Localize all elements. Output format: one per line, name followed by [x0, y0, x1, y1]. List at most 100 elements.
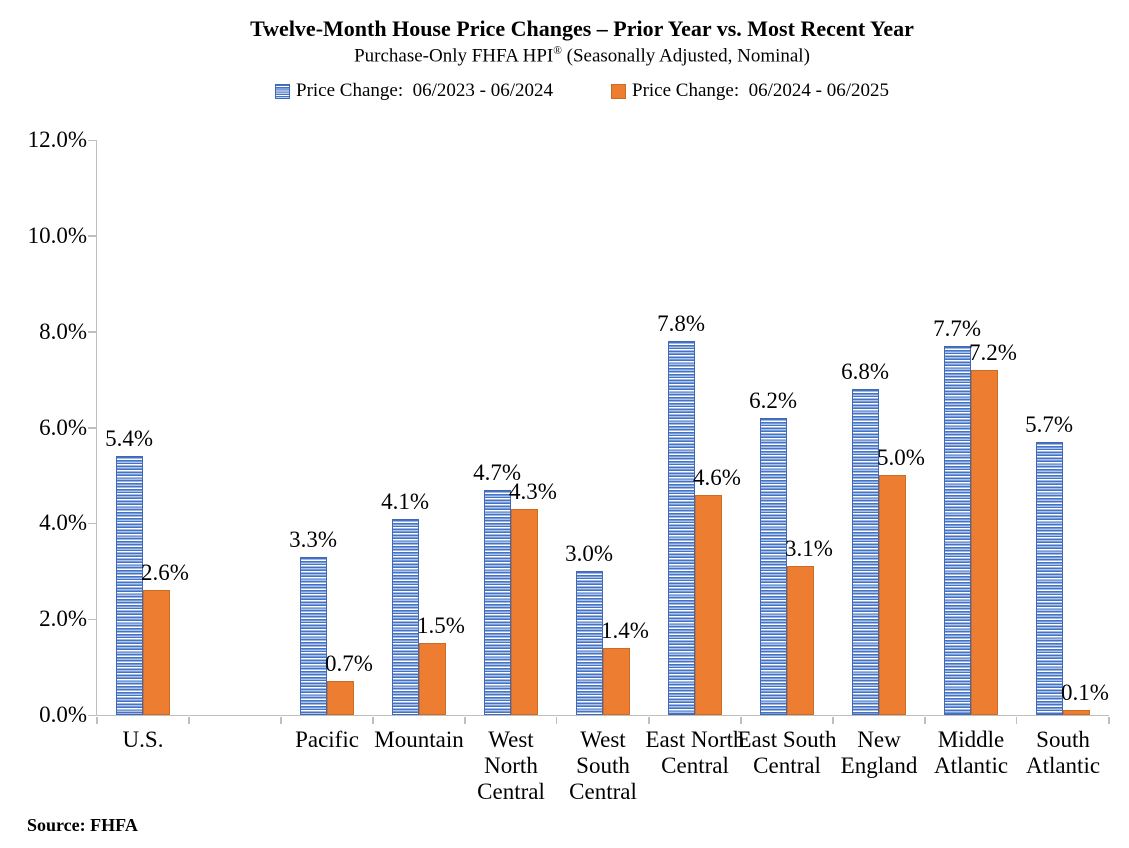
category-cell: 5.7% 0.1% South Atlantic	[1017, 140, 1109, 778]
x-axis-tick	[924, 716, 926, 724]
bar-prior	[1036, 441, 1063, 715]
category-cell: 4.1% 1.5% Mountain	[373, 140, 465, 752]
y-axis-tick	[88, 618, 97, 621]
bar-prior	[668, 341, 695, 715]
x-category-label: East South Central	[737, 727, 837, 778]
category-cell: 3.0% 1.4% West South Central	[557, 140, 649, 804]
bar-prior	[484, 489, 511, 715]
category-cell: 7.7% 7.2% Middle Atlantic	[925, 140, 1017, 778]
x-axis-tick	[1015, 716, 1018, 724]
y-axis-tick	[88, 331, 97, 333]
y-axis-tick	[88, 522, 97, 525]
bar-prior	[116, 456, 143, 715]
category-cell: 6.8% 5.0% New England	[833, 140, 925, 778]
y-axis-tick-label: 2.0%	[39, 606, 87, 632]
bar-label-recent: 5.0%	[877, 445, 925, 471]
category-cell: 6.2% 3.1% East South Central	[737, 140, 836, 778]
x-category-label: Mountain	[374, 727, 464, 752]
bar-label-prior: 4.7%	[473, 459, 522, 485]
bar-label-prior: 6.8%	[841, 359, 890, 385]
bar-prior	[944, 346, 971, 715]
x-category-label: West North Central	[477, 727, 545, 804]
bar-label-recent: 1.5%	[417, 613, 465, 639]
x-axis-tick	[740, 716, 742, 724]
x-axis-tick	[372, 716, 374, 724]
bar-label-prior: 5.4%	[105, 426, 154, 452]
y-axis-tick-label: 0.0%	[39, 702, 87, 727]
bar-recent	[879, 475, 906, 715]
bar-recent	[1063, 710, 1090, 715]
x-category-label: East North Central	[645, 727, 745, 778]
bar-recent	[419, 643, 446, 715]
x-axis-tick	[280, 716, 282, 724]
chart-header: Twelve-Month House Price Changes – Prior…	[76, 16, 1088, 69]
bar-recent	[787, 566, 814, 715]
chart-legend: Price Change: 06/2023 - 06/2024 Price Ch…	[76, 80, 1088, 102]
x-category-label: South Atlantic	[1025, 727, 1101, 778]
category-cell	[189, 140, 281, 715]
y-axis-tick-label: 12.0%	[27, 127, 87, 152]
bar-recent	[143, 590, 170, 715]
bar-label-recent: 7.2%	[969, 340, 1017, 365]
bar-recent	[695, 494, 722, 715]
y-axis-tick-label: 10.0%	[27, 222, 87, 248]
bar-label-recent: 3.1%	[785, 536, 833, 562]
bar-prior	[392, 518, 419, 715]
x-axis-tick	[464, 716, 466, 724]
bar-label-recent: 4.3%	[509, 478, 557, 504]
bar-label-prior: 7.7%	[933, 316, 982, 342]
bar-label-recent: 4.6%	[693, 464, 741, 490]
legend-label-recent: Price Change: 06/2024 - 06/2025	[632, 80, 889, 101]
y-axis-tick	[88, 427, 97, 429]
y-axis-tick-label: 6.0%	[39, 414, 87, 440]
y-axis-tick-label: 8.0%	[39, 318, 87, 344]
category-cell: 7.8% 4.6% East North Central	[645, 140, 744, 778]
category-cell: 3.3% 0.7% Pacific	[281, 140, 373, 752]
bar-prior	[300, 556, 327, 715]
x-axis-tick	[832, 716, 834, 724]
bar-label-recent: 0.1%	[1061, 680, 1109, 706]
bar-prior	[760, 417, 787, 715]
bar-label-prior: 7.8%	[657, 311, 706, 337]
y-axis-tick	[88, 235, 97, 237]
bar-label-prior: 3.3%	[289, 526, 338, 552]
chart-title: Twelve-Month House Price Changes – Prior…	[250, 16, 914, 41]
bar-prior	[852, 389, 879, 715]
y-axis-tick	[88, 139, 97, 141]
y-axis-tick-label: 4.0%	[39, 510, 87, 536]
bar-label-recent: 2.6%	[141, 560, 189, 586]
bar-recent	[603, 647, 630, 715]
x-axis-tick	[555, 716, 558, 724]
legend-swatch-prior-icon	[275, 83, 290, 99]
legend-swatch-recent-icon	[611, 83, 626, 99]
bar-label-prior: 4.1%	[381, 488, 430, 514]
x-category-label: Middle Atlantic	[933, 727, 1009, 778]
registered-trademark-sup: ®	[553, 45, 562, 58]
x-axis-tick	[188, 716, 190, 724]
legend-label-prior: Price Change: 06/2023 - 06/2024	[296, 80, 553, 101]
bar-prior	[576, 571, 603, 715]
x-category-label: U.S.	[122, 727, 164, 752]
plot-area: 0.0% 2.0% 4.0% 6.0% 8.0% 10.0% 12.0% 5.4% 2.6% U.…	[28, 128, 1110, 804]
x-category-label: West South Central	[569, 727, 637, 804]
category-cell: 5.4% 2.6% U.S.	[97, 140, 189, 752]
bar-label-prior: 6.2%	[749, 387, 798, 413]
bar-label-recent: 0.7%	[325, 651, 373, 677]
bar-recent	[511, 508, 538, 715]
bar-recent	[327, 681, 354, 715]
chart-subtitle: Purchase-Only FHFA HPI® (Seasonally Adju…	[354, 45, 810, 67]
bar-label-recent: 1.4%	[601, 617, 649, 643]
x-axis-tick	[1108, 716, 1110, 724]
legend-item-prior: Price Change: 06/2023 - 06/2024	[275, 80, 553, 102]
y-axis-tick	[88, 714, 97, 716]
bar-label-prior: 5.7%	[1025, 411, 1074, 437]
legend-item-recent: Price Change: 06/2024 - 06/2025	[611, 80, 889, 102]
x-axis-tick	[648, 716, 650, 724]
category-cell: 4.7% 4.3% West North Central	[465, 140, 557, 804]
bar-recent	[971, 370, 998, 715]
x-category-label: New England	[840, 727, 918, 778]
x-category-label: Pacific	[295, 727, 359, 752]
source-note: Source: FHFA	[27, 815, 138, 835]
x-axis-tick	[96, 716, 98, 724]
